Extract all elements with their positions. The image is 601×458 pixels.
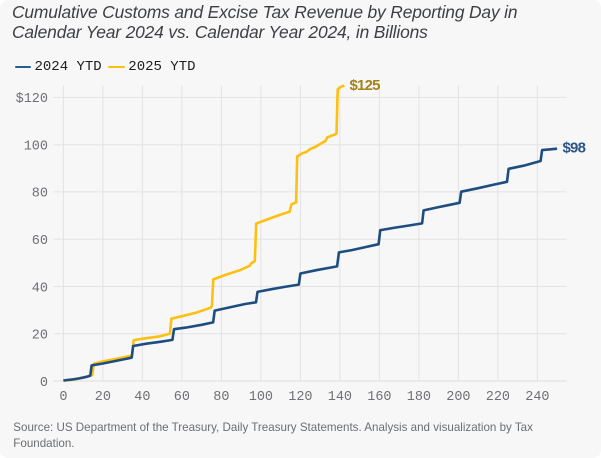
svg-text:240: 240 — [525, 390, 549, 405]
svg-text:160: 160 — [367, 390, 391, 405]
svg-text:0: 0 — [59, 390, 67, 405]
svg-text:220: 220 — [486, 390, 510, 405]
svg-text:200: 200 — [446, 390, 470, 405]
svg-text:120: 120 — [288, 390, 312, 405]
svg-text:0: 0 — [40, 376, 48, 391]
svg-text:140: 140 — [328, 390, 352, 405]
svg-text:$98: $98 — [563, 139, 586, 156]
svg-text:40: 40 — [32, 281, 48, 296]
svg-text:60: 60 — [174, 390, 190, 405]
svg-text:180: 180 — [407, 390, 431, 405]
svg-text:60: 60 — [32, 234, 48, 249]
svg-text:20: 20 — [95, 390, 111, 405]
svg-text:100: 100 — [24, 140, 48, 155]
svg-text:80: 80 — [213, 390, 229, 405]
svg-text:20: 20 — [32, 329, 48, 344]
svg-text:$125: $125 — [350, 77, 381, 94]
svg-text:$120: $120 — [16, 92, 48, 107]
svg-text:100: 100 — [249, 390, 273, 405]
svg-text:40: 40 — [134, 390, 150, 405]
svg-text:80: 80 — [32, 187, 48, 202]
